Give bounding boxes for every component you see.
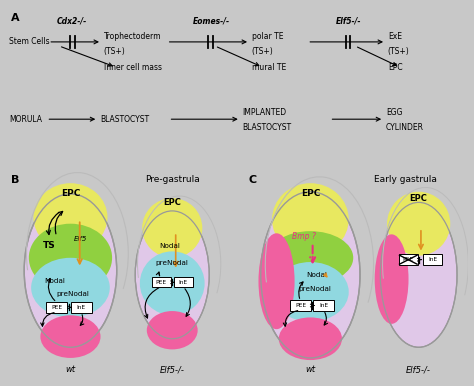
Text: wt: wt bbox=[65, 365, 75, 374]
Text: Nodal: Nodal bbox=[159, 243, 181, 249]
Text: PEE: PEE bbox=[403, 257, 414, 262]
Ellipse shape bbox=[272, 262, 349, 322]
FancyBboxPatch shape bbox=[71, 302, 91, 313]
Text: wt: wt bbox=[305, 365, 315, 374]
FancyBboxPatch shape bbox=[46, 302, 67, 313]
Text: B: B bbox=[11, 175, 20, 185]
Ellipse shape bbox=[40, 315, 100, 358]
Text: mural TE: mural TE bbox=[252, 63, 286, 72]
FancyBboxPatch shape bbox=[173, 277, 193, 288]
Text: PEE: PEE bbox=[155, 280, 167, 285]
Text: EPC: EPC bbox=[301, 190, 320, 198]
Text: Elf5-/-: Elf5-/- bbox=[160, 365, 185, 374]
Text: preNodal: preNodal bbox=[156, 260, 189, 266]
Text: InE: InE bbox=[179, 280, 188, 285]
Text: Early gastrula: Early gastrula bbox=[374, 175, 437, 184]
Text: Trophectoderm: Trophectoderm bbox=[104, 32, 161, 41]
Text: EGG: EGG bbox=[386, 108, 402, 117]
Text: Inner cell mass: Inner cell mass bbox=[104, 63, 162, 72]
Text: InE: InE bbox=[428, 257, 437, 262]
Ellipse shape bbox=[272, 183, 349, 256]
Text: InE: InE bbox=[76, 305, 86, 310]
Text: preNodal: preNodal bbox=[299, 286, 331, 292]
FancyBboxPatch shape bbox=[313, 300, 334, 311]
FancyBboxPatch shape bbox=[399, 254, 418, 265]
Ellipse shape bbox=[34, 183, 108, 251]
Ellipse shape bbox=[140, 251, 205, 315]
Ellipse shape bbox=[135, 211, 209, 339]
Text: InE: InE bbox=[319, 303, 328, 308]
Text: EPC: EPC bbox=[388, 63, 402, 72]
Text: ExE: ExE bbox=[388, 32, 402, 41]
Text: Elf5-/-: Elf5-/- bbox=[336, 16, 362, 25]
Text: EPC: EPC bbox=[164, 198, 181, 207]
Text: (TS+): (TS+) bbox=[388, 47, 410, 56]
Text: Elf5: Elf5 bbox=[74, 235, 87, 242]
Ellipse shape bbox=[380, 202, 457, 347]
Text: Cdx2-/-: Cdx2-/- bbox=[56, 16, 87, 25]
FancyBboxPatch shape bbox=[290, 300, 310, 311]
Text: EPC: EPC bbox=[61, 190, 80, 198]
Text: EPC: EPC bbox=[410, 194, 428, 203]
Text: Nodal: Nodal bbox=[307, 272, 328, 278]
Text: preNodal: preNodal bbox=[56, 291, 89, 297]
Text: Pre-gastrula: Pre-gastrula bbox=[145, 175, 200, 184]
Ellipse shape bbox=[267, 231, 353, 284]
Ellipse shape bbox=[147, 311, 198, 349]
Ellipse shape bbox=[24, 194, 117, 347]
Text: Nodal: Nodal bbox=[44, 278, 65, 284]
Text: polar TE: polar TE bbox=[252, 32, 283, 41]
Text: (TS+): (TS+) bbox=[252, 47, 273, 56]
Ellipse shape bbox=[142, 198, 202, 258]
FancyBboxPatch shape bbox=[423, 254, 442, 265]
Text: A: A bbox=[11, 13, 20, 23]
Text: MORULA: MORULA bbox=[9, 115, 42, 124]
Text: (TS+): (TS+) bbox=[104, 47, 126, 56]
Ellipse shape bbox=[258, 233, 294, 329]
Text: Eomes-/-: Eomes-/- bbox=[193, 16, 230, 25]
Ellipse shape bbox=[261, 192, 360, 358]
Ellipse shape bbox=[387, 192, 450, 256]
Ellipse shape bbox=[374, 234, 409, 324]
Text: Stem Cells: Stem Cells bbox=[9, 37, 50, 46]
Text: CYLINDER: CYLINDER bbox=[386, 123, 424, 132]
Ellipse shape bbox=[279, 317, 342, 360]
Ellipse shape bbox=[31, 258, 110, 317]
Text: Elf5-/-: Elf5-/- bbox=[406, 365, 431, 374]
Text: PEE: PEE bbox=[295, 303, 306, 308]
Ellipse shape bbox=[29, 224, 112, 292]
FancyBboxPatch shape bbox=[152, 277, 171, 288]
Text: BLASTOCYST: BLASTOCYST bbox=[243, 123, 292, 132]
Text: PEE: PEE bbox=[51, 305, 63, 310]
Text: IMPLANTED: IMPLANTED bbox=[243, 108, 287, 117]
Text: BLASTOCYST: BLASTOCYST bbox=[100, 115, 149, 124]
Text: C: C bbox=[248, 175, 256, 185]
Text: TS: TS bbox=[43, 240, 56, 249]
Text: Bmp ?: Bmp ? bbox=[292, 232, 316, 241]
